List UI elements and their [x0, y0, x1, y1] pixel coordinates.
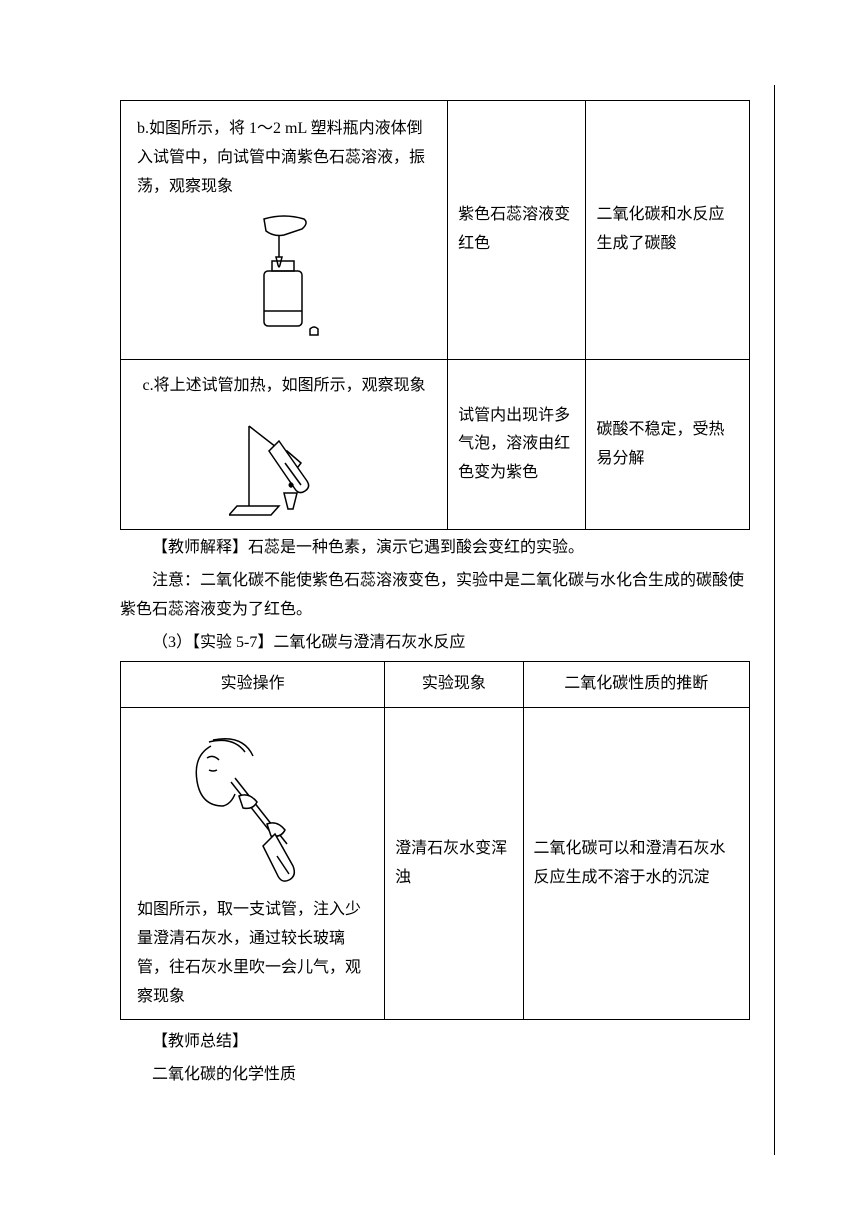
cell-conclusion-limewater: 二氧化碳可以和澄清石灰水反应生成不溶于水的沉淀: [523, 708, 749, 1020]
teacher-explanation-1: 【教师解释】石蕊是一种色素，演示它遇到酸会变红的实验。: [120, 534, 750, 563]
experiment-table-1: b.如图所示，将 1～2 mL 塑料瓶内液体倒入试管中，向试管中滴紫色石蕊溶液，…: [120, 100, 750, 530]
header-conclusion: 二氧化碳性质的推断: [523, 662, 749, 708]
heating-tube-icon: [229, 411, 339, 521]
cell-phenomenon-c: 试管内出现许多气泡，溶液由红色变为紫色: [448, 360, 586, 530]
bottle-dropper-icon: [224, 211, 344, 351]
operation-limewater-text: 如图所示，取一支试管，注入少量澄清石灰水，通过较长玻璃管，往石灰水里吹一会儿气，…: [131, 896, 374, 1011]
header-phenomenon: 实验现象: [385, 662, 523, 708]
conclusion-limewater-text: 二氧化碳可以和澄清石灰水反应生成不溶于水的沉淀: [534, 835, 739, 893]
cell-phenomenon-limewater: 澄清石灰水变浑浊: [385, 708, 523, 1020]
experiment-table-2: 实验操作 实验现象 二氧化碳性质的推断: [120, 661, 750, 1020]
phenomenon-limewater-text: 澄清石灰水变浑浊: [395, 835, 512, 893]
cell-conclusion-c: 碳酸不稳定，受热易分解: [586, 360, 750, 530]
cell-phenomenon-b: 紫色石蕊溶液变红色: [448, 101, 586, 360]
page-right-border: [774, 85, 775, 1155]
experiment-5-7-heading: （3）【实验 5-7】二氧化碳与澄清石灰水反应: [120, 629, 750, 658]
table-row: b.如图所示，将 1～2 mL 塑料瓶内液体倒入试管中，向试管中滴紫色石蕊溶液，…: [121, 101, 750, 360]
teacher-summary-line: 二氧化碳的化学性质: [120, 1061, 750, 1090]
operation-b-text: b.如图所示，将 1～2 mL 塑料瓶内液体倒入试管中，向试管中滴紫色石蕊溶液，…: [131, 109, 437, 201]
table-row: c.将上述试管加热，如图所示，观察现象: [121, 360, 750, 530]
cell-conclusion-b: 二氧化碳和水反应生成了碳酸: [586, 101, 750, 360]
table-row: 如图所示，取一支试管，注入少量澄清石灰水，通过较长玻璃管，往石灰水里吹一会儿气，…: [121, 708, 750, 1020]
summary-label: 【教师总结】: [152, 1033, 248, 1050]
header-operation: 实验操作: [121, 662, 385, 708]
table-row: 实验操作 实验现象 二氧化碳性质的推断: [121, 662, 750, 708]
teacher-explanation-2: 注意：二氧化碳不能使紫色石蕊溶液变色，实验中是二氧化碳与水化合生成的碳酸使紫色石…: [120, 567, 750, 625]
conclusion-c-text: 碳酸不稳定，受热易分解: [596, 416, 739, 474]
conclusion-b-text: 二氧化碳和水反应生成了碳酸: [596, 201, 739, 259]
explain-label: 【教师解释】: [152, 539, 248, 556]
explain-line1: 石蕊是一种色素，演示它遇到酸会变红的实验。: [248, 539, 584, 556]
phenomenon-c-text: 试管内出现许多气泡，溶液由红色变为紫色: [458, 402, 575, 488]
page-content: b.如图所示，将 1～2 mL 塑料瓶内液体倒入试管中，向试管中滴紫色石蕊溶液，…: [120, 100, 750, 1090]
blow-tube-icon: [183, 726, 323, 896]
cell-operation-limewater: 如图所示，取一支试管，注入少量澄清石灰水，通过较长玻璃管，往石灰水里吹一会儿气，…: [121, 708, 385, 1020]
teacher-summary-label: 【教师总结】: [120, 1028, 750, 1057]
cell-operation-c: c.将上述试管加热，如图所示，观察现象: [121, 360, 448, 530]
cell-operation-b: b.如图所示，将 1～2 mL 塑料瓶内液体倒入试管中，向试管中滴紫色石蕊溶液，…: [121, 101, 448, 360]
operation-c-text: c.将上述试管加热，如图所示，观察现象: [131, 368, 437, 401]
phenomenon-b-text: 紫色石蕊溶液变红色: [458, 201, 575, 259]
